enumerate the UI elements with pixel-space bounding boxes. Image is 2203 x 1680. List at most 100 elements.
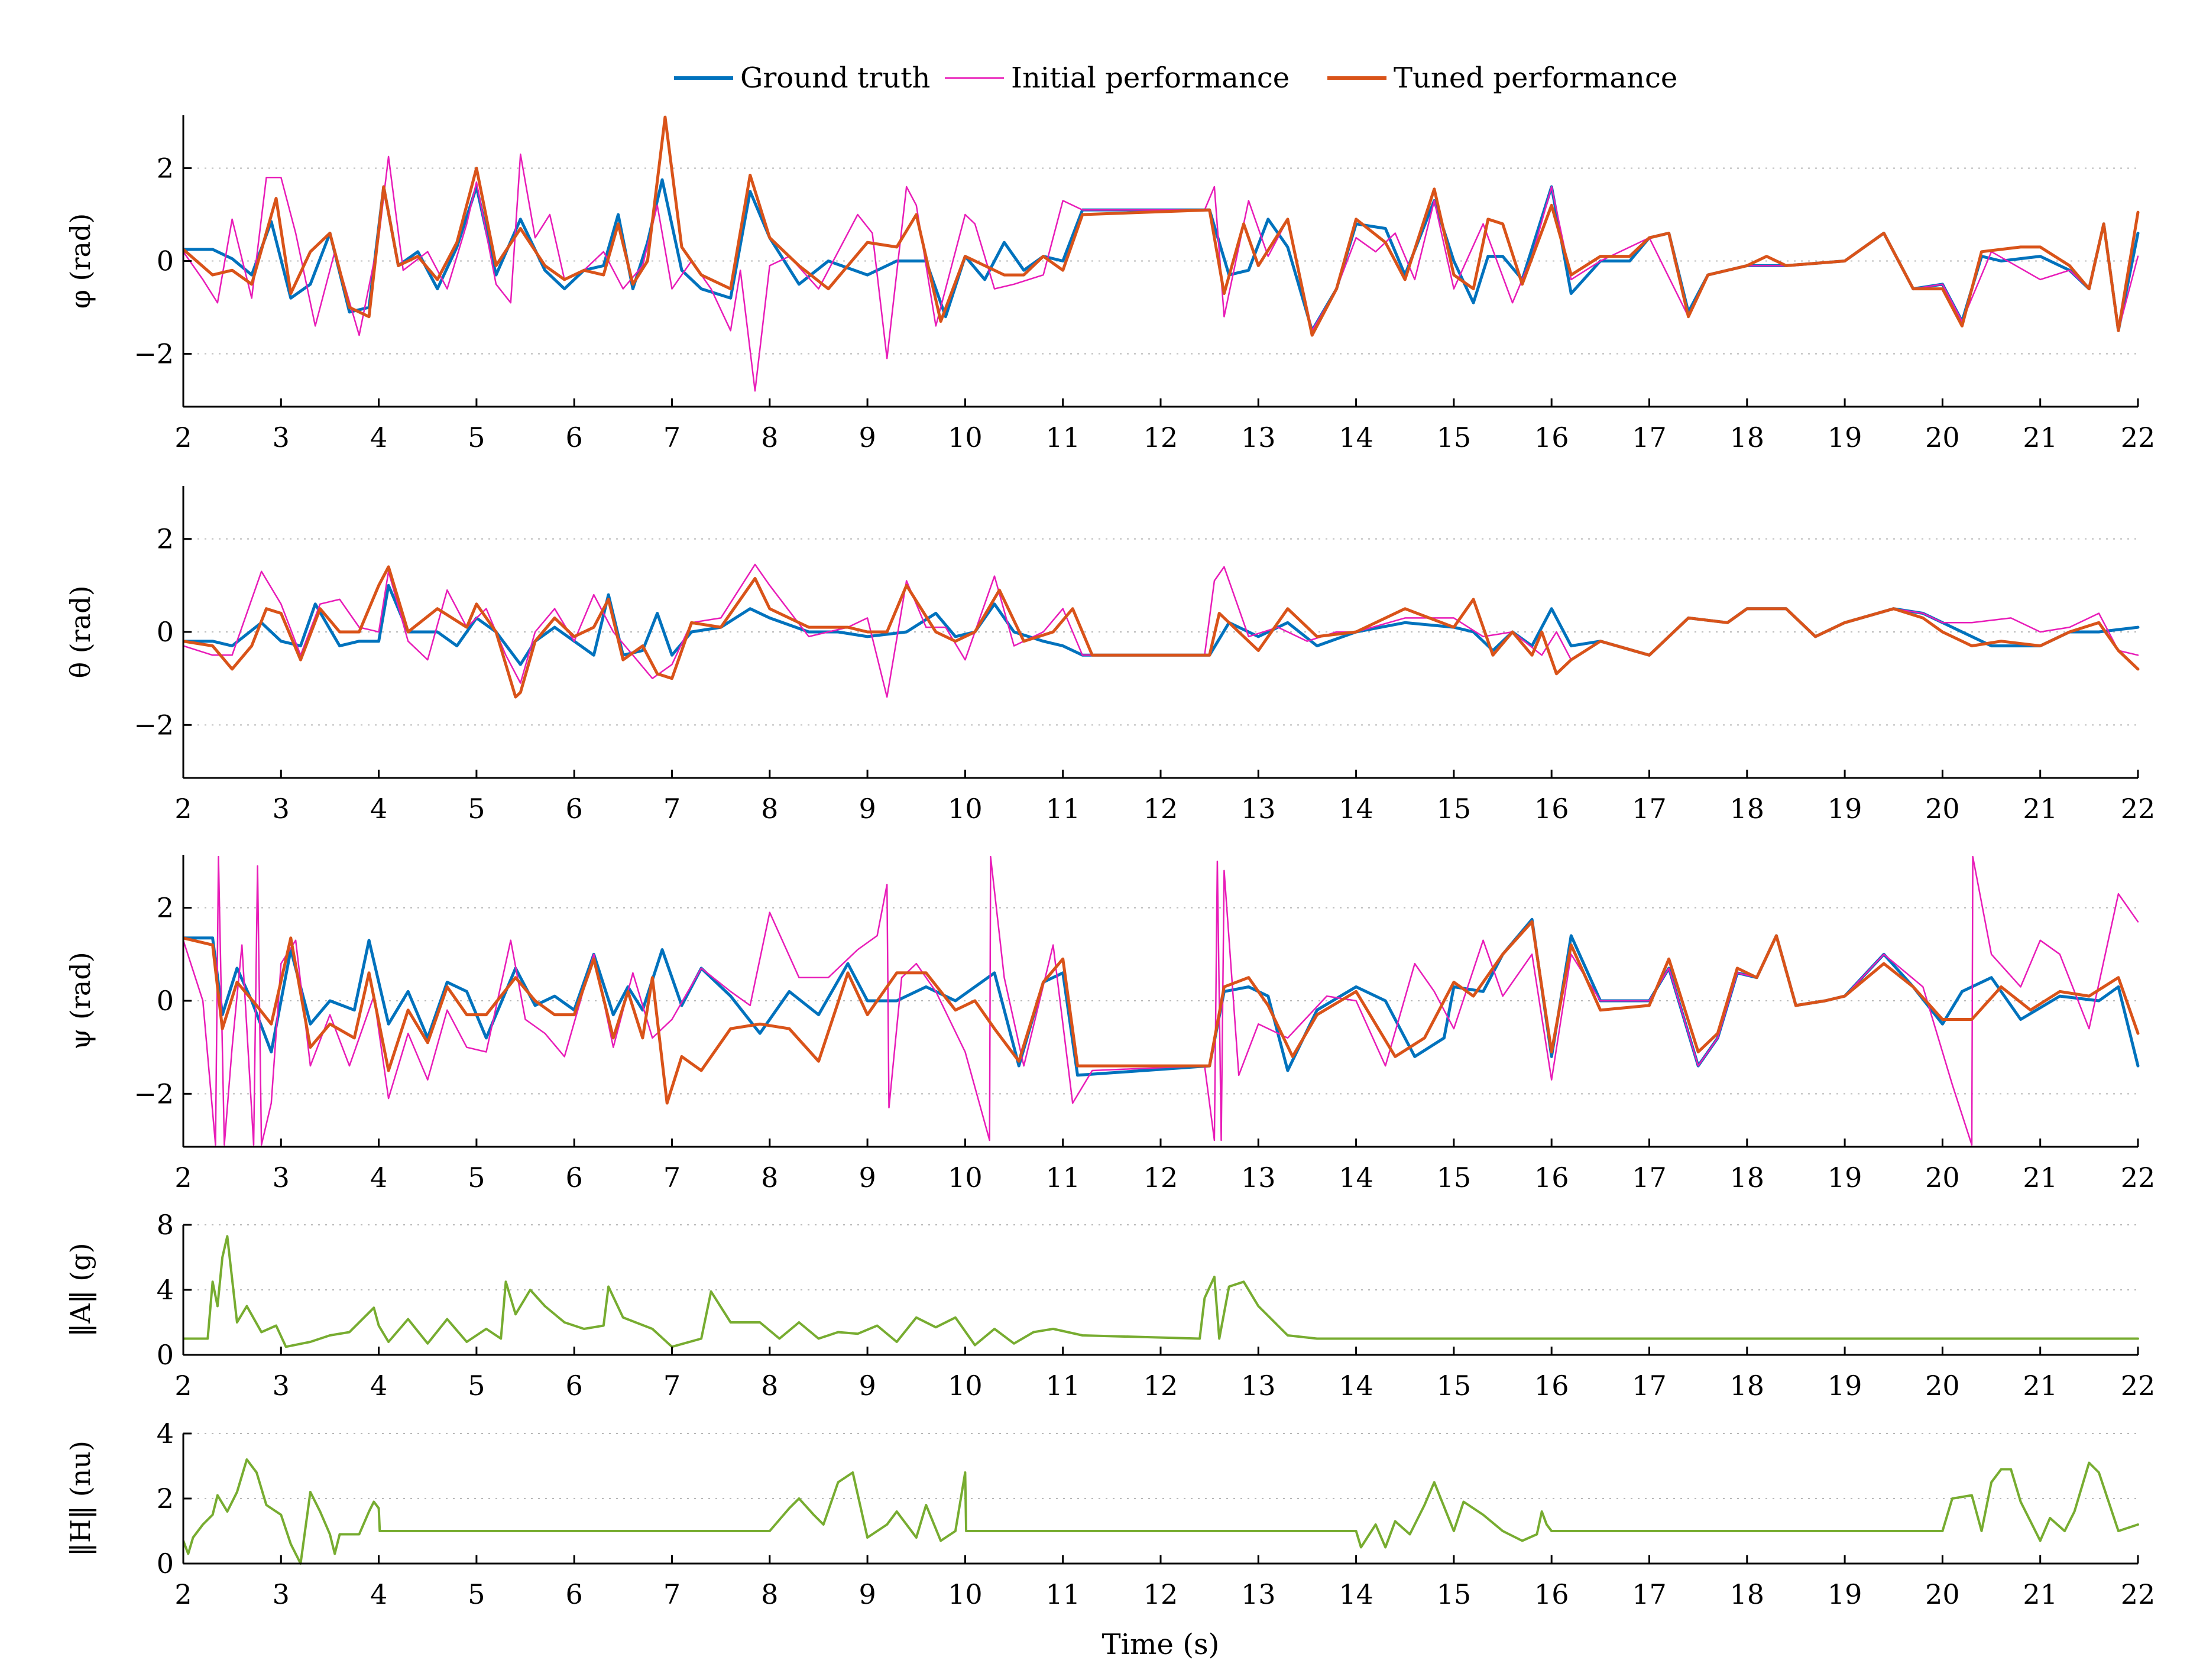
x-tick-label: 22: [2121, 421, 2156, 453]
x-tick-label: 22: [2121, 1578, 2156, 1610]
legend-entry: Ground truth: [674, 61, 930, 95]
x-tick-label: 12: [1143, 793, 1178, 825]
x-tick-label: 3: [273, 421, 290, 453]
legend-entry: Tuned performance: [1327, 61, 1677, 95]
x-tick-label: 7: [663, 793, 681, 825]
x-tick-label: 12: [1143, 1578, 1178, 1610]
x-tick-label: 11: [1045, 1370, 1080, 1402]
x-tick-label: 18: [1730, 421, 1765, 453]
x-tick-label: 13: [1241, 1370, 1276, 1402]
y-axis-title: ‖A‖ (g): [64, 1243, 96, 1337]
x-tick-label: 16: [1534, 793, 1569, 825]
x-tick-label: 8: [761, 793, 778, 825]
y-tick-label: 4: [157, 1274, 174, 1306]
x-tick-label: 6: [566, 1578, 583, 1610]
x-tick-label: 9: [858, 793, 876, 825]
y-tick-label: −2: [134, 1078, 174, 1110]
x-tick-label: 13: [1241, 421, 1276, 453]
x-tick-label: 5: [468, 1162, 485, 1193]
x-tick-label: 4: [370, 793, 387, 825]
x-tick-label: 9: [858, 1162, 876, 1193]
series-line-tuned-performance: [183, 920, 2140, 1105]
x-tick-label: 5: [468, 793, 485, 825]
series-line-h: [183, 1458, 2139, 1565]
x-tick-label: 8: [761, 1162, 778, 1193]
series-line-ground-truth: [183, 178, 2140, 332]
y-tick-label: 2: [157, 1483, 174, 1514]
y-tick-label: 8: [157, 1209, 174, 1241]
y-tick-label: 0: [157, 245, 174, 277]
legend-entry: Initial performance: [945, 61, 1290, 95]
x-tick-label: 19: [1828, 1162, 1862, 1193]
y-tick-label: 0: [157, 616, 174, 648]
y-tick-label: 0: [157, 985, 174, 1017]
y-tick-label: 2: [157, 892, 174, 924]
x-tick-label: 3: [273, 1370, 290, 1402]
x-tick-label: 14: [1339, 1162, 1373, 1193]
series-line-ground-truth: [183, 583, 2140, 666]
x-tick-label: 3: [273, 1162, 290, 1193]
x-tick-label: 15: [1437, 1578, 1472, 1610]
x-tick-label: 2: [174, 793, 192, 825]
y-tick-label: −2: [134, 338, 174, 370]
x-tick-label: 10: [948, 1578, 983, 1610]
x-tick-label: 12: [1143, 1162, 1178, 1193]
x-tick-label: 15: [1437, 793, 1472, 825]
x-tick-label: 2: [174, 1162, 192, 1193]
x-tick-label: 12: [1143, 421, 1178, 453]
x-tick-label: 7: [663, 1578, 681, 1610]
y-tick-label: 2: [157, 152, 174, 184]
x-tick-label: 20: [1925, 421, 1960, 453]
x-tick-label: 20: [1925, 1162, 1960, 1193]
x-tick-label: 4: [370, 421, 387, 453]
x-tick-label: 21: [2023, 421, 2058, 453]
x-tick-label: 2: [174, 1578, 192, 1610]
x-tick-label: 19: [1828, 793, 1862, 825]
x-tick-label: 17: [1632, 1370, 1667, 1402]
x-tick-label: 21: [2023, 1370, 2058, 1402]
x-tick-label: 15: [1437, 1370, 1472, 1402]
x-tick-label: 11: [1045, 1578, 1080, 1610]
x-tick-label: 18: [1730, 1578, 1765, 1610]
y-tick-label: 0: [157, 1339, 174, 1371]
legend-label: Initial performance: [1011, 61, 1290, 95]
x-tick-label: 16: [1534, 1162, 1569, 1193]
x-tick-label: 6: [566, 421, 583, 453]
x-tick-label: 14: [1339, 421, 1373, 453]
x-tick-label: 9: [858, 1370, 876, 1402]
x-tick-label: 13: [1241, 1162, 1276, 1193]
x-tick-label: 18: [1730, 1370, 1765, 1402]
x-tick-label: 17: [1632, 421, 1667, 453]
x-tick-label: 18: [1730, 793, 1765, 825]
panel-accel-norm: 0 4 8 2 3 4 5 6 7 8 9 10 11 12 13 14 15 16 17 18 19 20 21 22 ‖A‖…: [64, 1209, 2155, 1402]
x-tick-label: 22: [2121, 1370, 2156, 1402]
x-tick-label: 6: [566, 1162, 583, 1193]
x-tick-label: 13: [1241, 793, 1276, 825]
x-tick-label: 21: [2023, 793, 2058, 825]
y-tick-label: −2: [134, 709, 174, 741]
x-tick-label: 22: [2121, 793, 2156, 825]
x-tick-label: 13: [1241, 1578, 1276, 1610]
y-axis-title: ‖H‖ (nu): [64, 1441, 96, 1556]
x-tick-label: 15: [1437, 1162, 1472, 1193]
x-tick-label: 8: [761, 1578, 778, 1610]
x-tick-label: 20: [1925, 793, 1960, 825]
x-axis-title: Time (s): [1102, 1628, 1220, 1661]
x-tick-label: 10: [948, 793, 983, 825]
x-tick-label: 11: [1045, 793, 1080, 825]
x-tick-label: 6: [566, 1370, 583, 1402]
x-tick-label: 14: [1339, 1370, 1373, 1402]
x-tick-label: 5: [468, 1370, 485, 1402]
series-line-tuned-performance: [183, 115, 2140, 337]
series-line-initial-performance: [183, 563, 2139, 698]
series-line-tuned-performance: [183, 565, 2140, 699]
x-tick-label: 7: [663, 1162, 681, 1193]
x-tick-label: 20: [1925, 1578, 1960, 1610]
x-tick-label: 18: [1730, 1162, 1765, 1193]
x-tick-label: 16: [1534, 421, 1569, 453]
x-tick-label: 19: [1828, 421, 1862, 453]
